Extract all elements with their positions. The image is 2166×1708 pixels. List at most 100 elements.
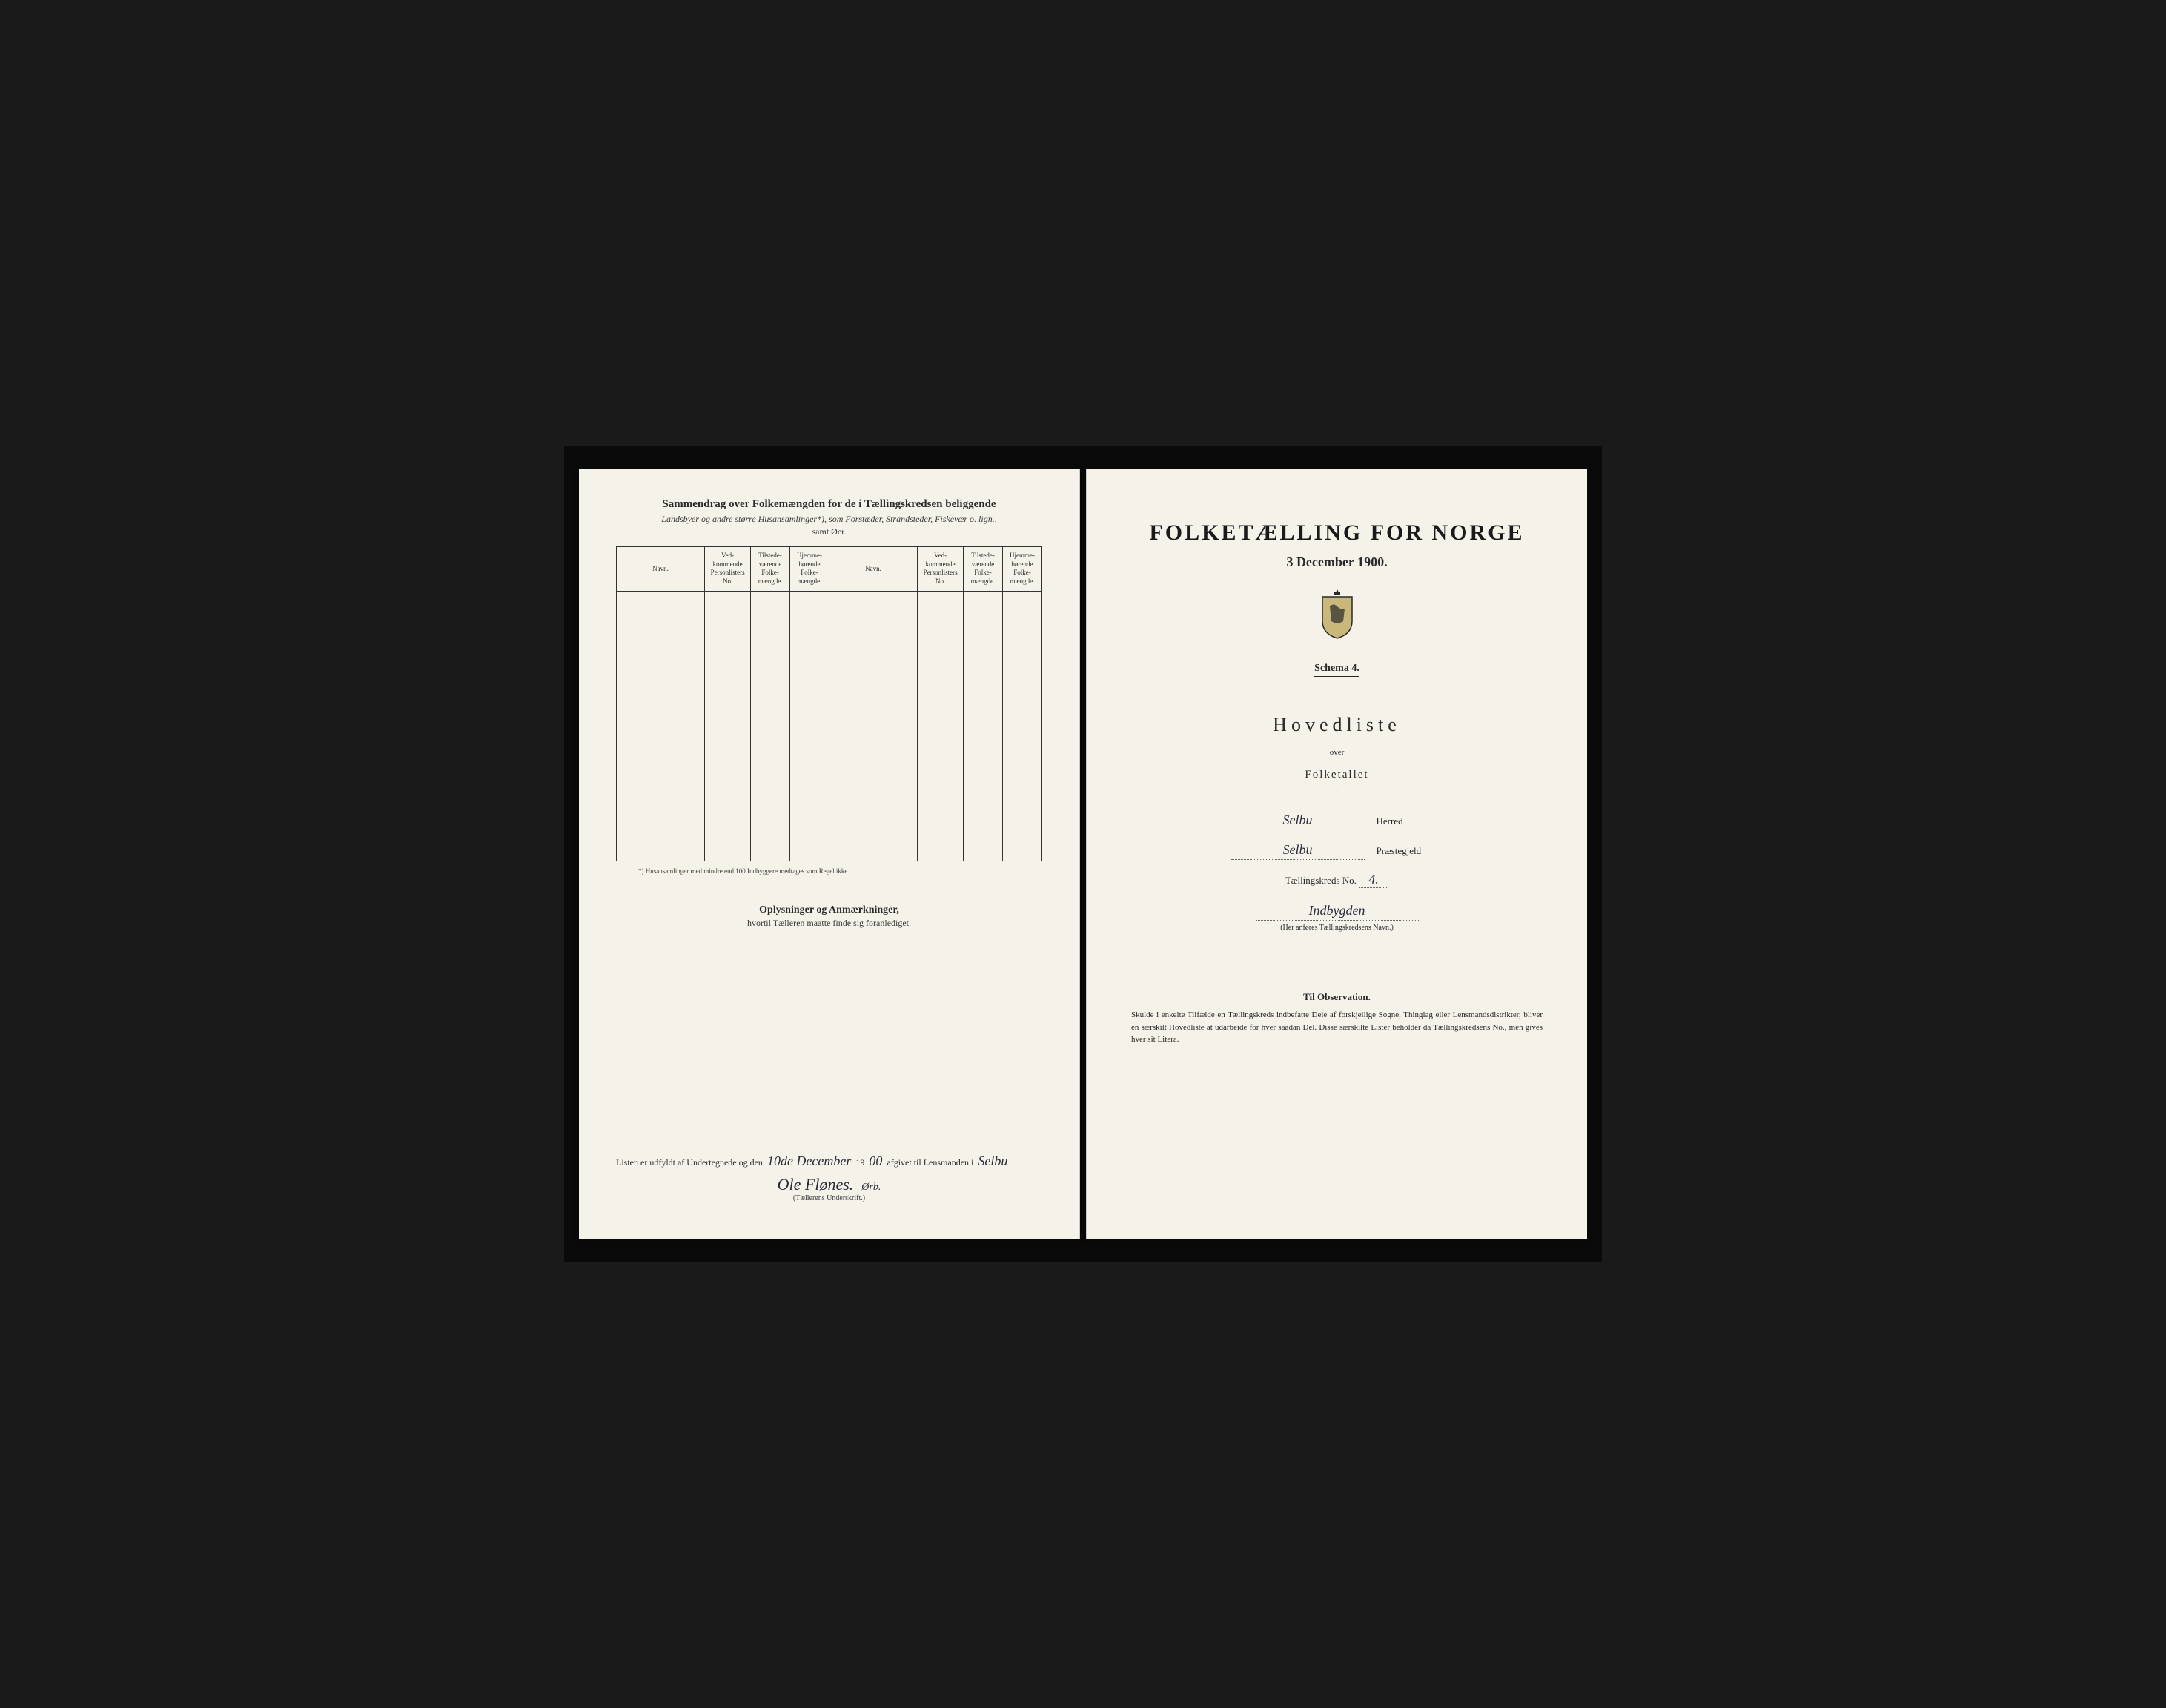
table-cell bbox=[964, 668, 1003, 687]
table-cell bbox=[751, 591, 790, 610]
table-cell bbox=[918, 784, 964, 803]
schema-label: Schema 4. bbox=[1314, 663, 1359, 677]
table-cell bbox=[617, 803, 705, 822]
table-cell bbox=[617, 649, 705, 668]
table-cell bbox=[964, 841, 1003, 861]
table-cell bbox=[964, 745, 1003, 764]
herred-value: Selbu bbox=[1231, 812, 1365, 830]
signature-suffix: Ørb. bbox=[861, 1182, 881, 1193]
table-cell bbox=[964, 687, 1003, 706]
summary-table: Navn. Ved-kommende Personlisters No. Til… bbox=[616, 546, 1042, 861]
table-cell bbox=[705, 649, 751, 668]
table-cell bbox=[751, 629, 790, 649]
table-row bbox=[617, 629, 1042, 649]
table-cell bbox=[705, 706, 751, 726]
table-row bbox=[617, 803, 1042, 822]
table-cell bbox=[705, 745, 751, 764]
table-cell bbox=[1003, 822, 1042, 841]
table-cell bbox=[617, 706, 705, 726]
table-cell bbox=[790, 687, 829, 706]
table-cell bbox=[829, 803, 917, 822]
signature-prefix: Listen er udfyldt af Undertegnede og den bbox=[616, 1157, 763, 1168]
table-header: Ved-kommende Personlisters No. bbox=[705, 547, 751, 592]
table-row bbox=[617, 687, 1042, 706]
table-cell bbox=[1003, 764, 1042, 784]
table-cell bbox=[1003, 668, 1042, 687]
praestegjeld-row: Selbu Præstegjeld bbox=[1124, 842, 1550, 860]
table-cell bbox=[918, 841, 964, 861]
table-cell bbox=[751, 764, 790, 784]
table-row bbox=[617, 610, 1042, 629]
table-cell bbox=[918, 706, 964, 726]
table-cell bbox=[751, 784, 790, 803]
table-cell bbox=[790, 745, 829, 764]
table-cell bbox=[705, 764, 751, 784]
table-cell bbox=[790, 668, 829, 687]
table-row bbox=[617, 764, 1042, 784]
table-cell bbox=[790, 629, 829, 649]
table-cell bbox=[617, 764, 705, 784]
table-cell bbox=[751, 687, 790, 706]
table-cell bbox=[964, 629, 1003, 649]
table-row bbox=[617, 822, 1042, 841]
table-cell bbox=[1003, 649, 1042, 668]
table-cell bbox=[790, 784, 829, 803]
table-cell bbox=[964, 706, 1003, 726]
table-cell bbox=[705, 803, 751, 822]
table-cell bbox=[964, 822, 1003, 841]
left-page-subtitle: Landsbyer og andre større Husansamlinger… bbox=[616, 514, 1042, 525]
table-header: Hjemme-hørende Folke-mængde. bbox=[1003, 547, 1042, 592]
folketallet-label: Folketallet bbox=[1124, 769, 1550, 781]
table-cell bbox=[1003, 841, 1042, 861]
table-cell bbox=[829, 841, 917, 861]
table-cell bbox=[751, 841, 790, 861]
table-cell bbox=[964, 591, 1003, 610]
table-cell bbox=[705, 629, 751, 649]
herred-row: Selbu Herred bbox=[1124, 812, 1550, 830]
table-cell bbox=[617, 591, 705, 610]
praestegjeld-label: Præstegjeld bbox=[1377, 845, 1443, 857]
table-cell bbox=[705, 591, 751, 610]
left-page-title: Sammendrag over Folkemængden for de i Tæ… bbox=[616, 498, 1042, 511]
table-cell bbox=[829, 591, 917, 610]
table-cell bbox=[751, 726, 790, 745]
table-cell bbox=[705, 610, 751, 629]
table-header: Navn. bbox=[829, 547, 917, 592]
kreds-number: 4. bbox=[1359, 872, 1388, 888]
table-cell bbox=[918, 668, 964, 687]
table-header-row: Navn. Ved-kommende Personlisters No. Til… bbox=[617, 547, 1042, 592]
table-cell bbox=[918, 629, 964, 649]
table-cell bbox=[1003, 687, 1042, 706]
table-cell bbox=[705, 784, 751, 803]
table-row bbox=[617, 745, 1042, 764]
table-cell bbox=[617, 841, 705, 861]
table-cell bbox=[918, 745, 964, 764]
table-cell bbox=[790, 764, 829, 784]
table-cell bbox=[964, 764, 1003, 784]
table-cell bbox=[829, 764, 917, 784]
remarks-section: Oplysninger og Anmærkninger, hvortil Tæl… bbox=[616, 904, 1042, 929]
table-row bbox=[617, 726, 1042, 745]
table-cell bbox=[829, 649, 917, 668]
table-cell bbox=[617, 629, 705, 649]
table-cell bbox=[751, 610, 790, 629]
table-row bbox=[617, 649, 1042, 668]
table-cell bbox=[829, 610, 917, 629]
signature-name: Ole Flønes. bbox=[778, 1175, 854, 1194]
table-header: Ved-kommende Personlisters No. bbox=[918, 547, 964, 592]
table-cell bbox=[918, 687, 964, 706]
table-cell bbox=[617, 668, 705, 687]
signature-year-prefix: 19 bbox=[855, 1157, 864, 1168]
herred-label: Herred bbox=[1377, 815, 1443, 827]
table-cell bbox=[829, 726, 917, 745]
table-cell bbox=[918, 822, 964, 841]
table-cell bbox=[751, 668, 790, 687]
table-cell bbox=[964, 726, 1003, 745]
table-cell bbox=[617, 745, 705, 764]
over-label: over bbox=[1124, 748, 1550, 757]
table-cell bbox=[705, 822, 751, 841]
table-header: Tilstede-værende Folke-mængde. bbox=[964, 547, 1003, 592]
table-cell bbox=[964, 803, 1003, 822]
table-cell bbox=[1003, 591, 1042, 610]
table-cell bbox=[617, 784, 705, 803]
